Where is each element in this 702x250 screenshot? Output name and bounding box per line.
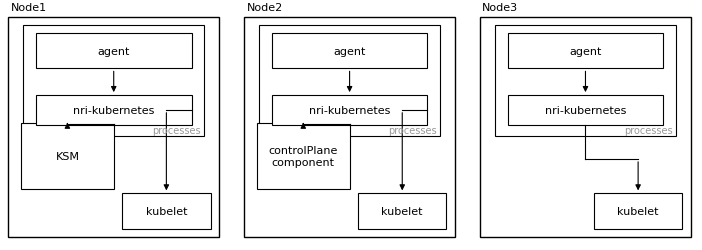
Bar [36, 96, 192, 125]
Bar [358, 194, 446, 229]
Text: processes: processes [624, 125, 673, 135]
Text: Node2: Node2 [246, 2, 283, 12]
Text: agent: agent [98, 46, 130, 56]
Text: processes: processes [152, 125, 201, 135]
Text: kubelet: kubelet [381, 206, 423, 216]
Bar [244, 18, 455, 237]
Bar [122, 194, 211, 229]
Text: Node1: Node1 [11, 2, 46, 12]
Bar [23, 26, 204, 136]
Text: agent: agent [333, 46, 366, 56]
Text: KSM: KSM [55, 151, 79, 161]
Bar [508, 34, 663, 69]
Bar [8, 18, 219, 237]
Bar [495, 26, 676, 136]
Bar [36, 34, 192, 69]
Text: kubelet: kubelet [617, 206, 659, 216]
Text: nri-kubernetes: nri-kubernetes [545, 106, 626, 116]
Text: agent: agent [569, 46, 602, 56]
Bar [508, 96, 663, 125]
Bar [257, 123, 350, 189]
Text: kubelet: kubelet [145, 206, 187, 216]
Bar [480, 18, 691, 237]
Text: controlPlane
component: controlPlane component [269, 145, 338, 167]
Bar [272, 34, 428, 69]
Text: nri-kubernetes: nri-kubernetes [309, 106, 390, 116]
Text: nri-kubernetes: nri-kubernetes [73, 106, 154, 116]
Bar [21, 123, 114, 189]
Text: Node3: Node3 [482, 2, 518, 12]
Bar [259, 26, 440, 136]
Bar [594, 194, 682, 229]
Text: processes: processes [388, 125, 437, 135]
Bar [272, 96, 428, 125]
